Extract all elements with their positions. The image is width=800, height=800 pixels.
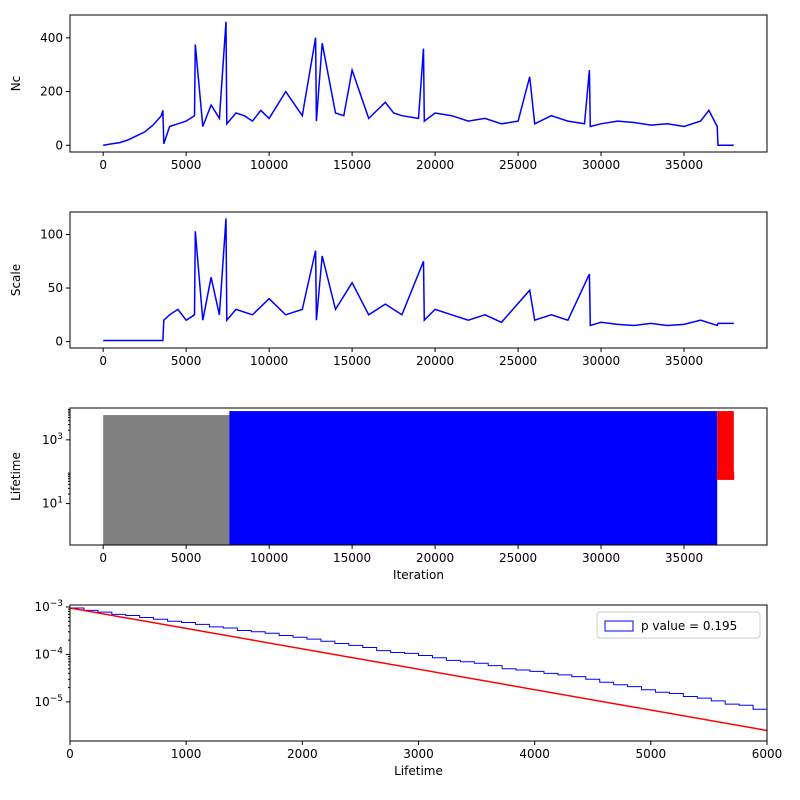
x-tick-label: 6000	[752, 747, 783, 761]
x-tick-label: 20000	[416, 158, 454, 172]
y-tick-label: 400	[40, 31, 63, 45]
x-tick-label: 4000	[519, 747, 550, 761]
x-tick-label: 10000	[250, 158, 288, 172]
x-tick-label: 5000	[171, 551, 202, 565]
y-tick-label-exponent: −4	[50, 646, 64, 656]
y-tick-label: 0	[55, 335, 63, 349]
x-tick-label: 2000	[287, 747, 318, 761]
y-tick-label: 50	[48, 281, 63, 295]
band-ff0000	[717, 411, 734, 472]
y-tick-label-base: 10	[42, 497, 57, 511]
x-tick-label: 25000	[499, 158, 537, 172]
panel-2: 0 5000 10000 15000 20000 25000 30000 35000 0 50 10…	[9, 211, 768, 368]
x-axis-label: Iteration	[393, 568, 444, 582]
x-tick-label: 30000	[582, 551, 620, 565]
x-tick-label: 10000	[250, 354, 288, 368]
x-tick-label: 30000	[582, 158, 620, 172]
x-tick-label: 25000	[499, 551, 537, 565]
histogram-step	[70, 607, 767, 714]
y-tick-label-exponent: 1	[57, 496, 63, 506]
y-tick-label: 10−4	[34, 646, 63, 661]
x-tick-label: 1000	[171, 747, 202, 761]
x-tick-label: 35000	[665, 551, 703, 565]
x-tick-label: 3000	[403, 747, 434, 761]
x-tick-label: 20000	[416, 354, 454, 368]
band-0000ff	[229, 411, 718, 545]
axes-frame	[69, 211, 768, 349]
y-tick-label: 103	[42, 432, 63, 447]
y-tick-label: 100	[40, 227, 63, 241]
x-axis-label: Lifetime	[394, 764, 443, 778]
y-tick-label: 0	[55, 138, 63, 152]
x-tick-label: 0	[66, 747, 74, 761]
panel-3: 0 5000 10000 15000 20000 25000 30000 3500010110…	[9, 407, 768, 582]
y-tick-label-base: 10	[34, 695, 49, 709]
y-axis-label: Scale	[9, 264, 23, 296]
y-tick-label-base: 10	[42, 433, 57, 447]
x-tick-label: 30000	[582, 354, 620, 368]
y-tick-label-exponent: −3	[50, 599, 63, 609]
y-tick-label: 101	[42, 496, 63, 511]
y-tick-label: 10−5	[34, 694, 63, 709]
x-tick-label: 0	[99, 158, 107, 172]
plot-area	[103, 218, 734, 342]
x-tick-label: 35000	[665, 158, 703, 172]
panel-4: 0 1000 2000 3000 4000 5000 600010−510−410−3Lif…	[34, 599, 783, 778]
x-tick-label: 0	[99, 354, 107, 368]
y-tick-label-base: 10	[34, 600, 49, 614]
legend-label: p value = 0.195	[641, 619, 737, 633]
fit-line	[70, 607, 767, 732]
y-axis-label: Nc	[9, 76, 23, 92]
x-tick-label: 15000	[333, 354, 371, 368]
x-tick-label: 5000	[171, 158, 202, 172]
legend-swatch	[604, 620, 634, 632]
band-808080	[103, 415, 230, 545]
x-tick-label: 0	[99, 551, 107, 565]
x-tick-label: 15000	[333, 551, 371, 565]
x-tick-label: 15000	[333, 158, 371, 172]
y-tick-label: 200	[40, 85, 63, 99]
y-tick-label-base: 10	[34, 647, 49, 661]
plot-area	[70, 607, 767, 732]
y-tick-label: 10−3	[34, 599, 63, 614]
legend-box	[596, 611, 761, 639]
x-tick-label: 10000	[250, 551, 288, 565]
legend: p value = 0.195	[596, 611, 761, 639]
plot-area	[103, 411, 735, 545]
y-axis-label: Lifetime	[9, 452, 23, 501]
x-tick-label: 20000	[416, 551, 454, 565]
x-tick-label: 5000	[636, 747, 667, 761]
plot-area	[103, 21, 734, 147]
series-line	[103, 21, 734, 147]
panel-1: 0 5000 10000 15000 20000 25000 30000 35000 0 200 4…	[9, 14, 768, 172]
axes-frame	[69, 14, 768, 153]
y-tick-label-exponent: 3	[57, 432, 63, 442]
x-tick-label: 5000	[171, 354, 202, 368]
x-tick-label: 35000	[665, 354, 703, 368]
series-line	[103, 218, 734, 342]
y-tick-label-exponent: −5	[50, 694, 63, 704]
x-tick-label: 25000	[499, 354, 537, 368]
